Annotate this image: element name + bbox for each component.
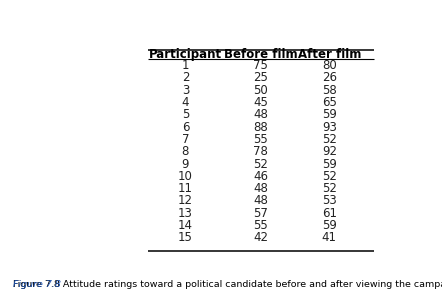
Text: 52: 52 <box>322 133 337 146</box>
Text: 5: 5 <box>182 108 189 121</box>
Text: 55: 55 <box>253 133 268 146</box>
Text: 48: 48 <box>253 182 268 195</box>
Text: After film: After film <box>297 48 361 61</box>
Text: 53: 53 <box>322 194 337 207</box>
Text: 45: 45 <box>253 96 268 109</box>
Text: 52: 52 <box>322 182 337 195</box>
Text: 15: 15 <box>178 231 193 244</box>
Text: 11: 11 <box>178 182 193 195</box>
Text: 78: 78 <box>253 145 268 158</box>
Text: 14: 14 <box>178 219 193 232</box>
Text: 75: 75 <box>253 59 268 72</box>
Text: 93: 93 <box>322 121 337 133</box>
Text: 58: 58 <box>322 84 337 97</box>
Text: 88: 88 <box>253 121 268 133</box>
Text: 55: 55 <box>253 219 268 232</box>
Text: 12: 12 <box>178 194 193 207</box>
Text: 41: 41 <box>322 231 337 244</box>
Text: 10: 10 <box>178 170 193 183</box>
Text: 92: 92 <box>322 145 337 158</box>
Text: 48: 48 <box>253 194 268 207</box>
Text: 9: 9 <box>182 157 189 170</box>
Text: 7: 7 <box>182 133 189 146</box>
Text: 52: 52 <box>253 157 268 170</box>
Text: 52: 52 <box>322 170 337 183</box>
Text: 3: 3 <box>182 84 189 97</box>
Text: 59: 59 <box>322 157 337 170</box>
Text: 2: 2 <box>182 71 189 84</box>
Text: 61: 61 <box>322 207 337 220</box>
Text: 59: 59 <box>322 219 337 232</box>
Text: 25: 25 <box>253 71 268 84</box>
Text: 65: 65 <box>322 96 337 109</box>
Text: 4: 4 <box>182 96 189 109</box>
Text: Figure 7.8: Figure 7.8 <box>13 280 61 289</box>
Text: 1: 1 <box>182 59 189 72</box>
Text: Before film: Before film <box>224 48 297 61</box>
Text: 8: 8 <box>182 145 189 158</box>
Text: Figure 7.8 Attitude ratings toward a political candidate before and after viewin: Figure 7.8 Attitude ratings toward a pol… <box>13 280 442 289</box>
Text: 6: 6 <box>182 121 189 133</box>
Text: 26: 26 <box>322 71 337 84</box>
Text: 13: 13 <box>178 207 193 220</box>
Text: 50: 50 <box>253 84 268 97</box>
Text: 57: 57 <box>253 207 268 220</box>
Text: 46: 46 <box>253 170 268 183</box>
Text: Participant: Participant <box>149 48 222 61</box>
Text: 80: 80 <box>322 59 337 72</box>
Text: 59: 59 <box>322 108 337 121</box>
Text: 42: 42 <box>253 231 268 244</box>
Text: 48: 48 <box>253 108 268 121</box>
